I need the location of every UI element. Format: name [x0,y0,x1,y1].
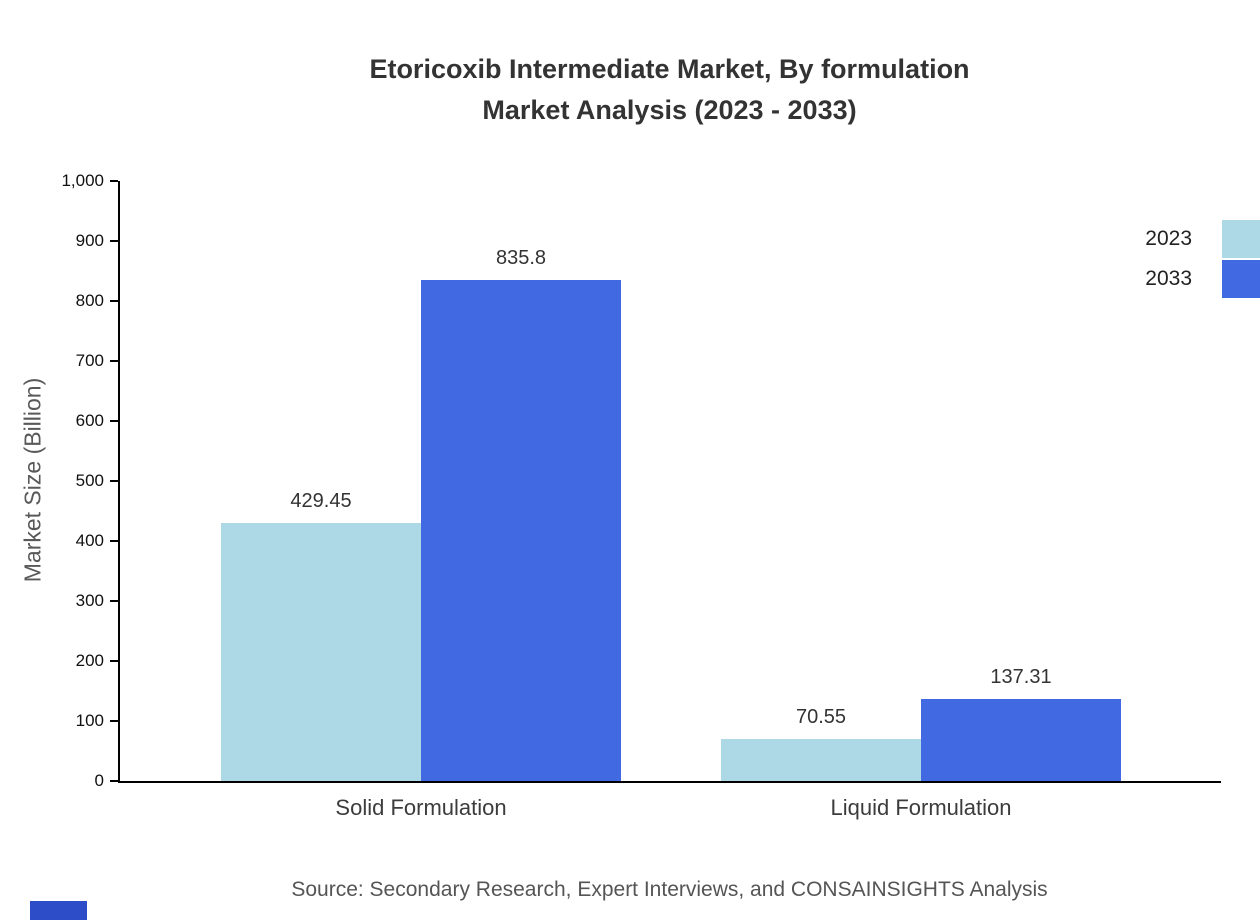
chart-title-line2: Market Analysis (2023 - 2033) [482,95,857,125]
y-tick-label: 0 [94,771,104,790]
bar-value-label: 835.8 [495,246,547,269]
x-category-label: Solid Formulation [335,795,507,820]
y-tick-label: 700 [75,351,104,370]
y-tick-mark [110,480,118,482]
y-tick-mark [110,240,118,242]
y-tick-mark [110,600,118,602]
y-tick-mark [110,540,118,542]
y-tick-mark [110,720,118,722]
y-axis-title: Market Size (Billion) [19,377,46,583]
y-tick-mark [110,660,118,662]
plot-area: 0 100 200 300 400 500 600 700 800 900 1,000 429.45 7… [61,171,1221,820]
bar-2023-liquid-formulation [721,738,921,781]
y-tick-mark [110,360,118,362]
legend: 2023 2033 [1145,219,1260,299]
logo-mark [30,901,87,920]
bar-2033-solid-formulation [421,279,621,781]
legend-label: 2033 [1145,267,1192,290]
source-text: Source: Secondary Research, Expert Inter… [291,878,1048,901]
bar-value-label: 70.55 [795,705,847,728]
legend-swatch [1222,220,1260,258]
legend-swatch [1222,260,1260,298]
y-tick-label: 100 [75,711,104,730]
legend-label: 2023 [1145,227,1192,250]
chart-title: Etoricoxib Intermediate Market, By formu… [118,49,1221,131]
y-tick-mark [110,300,118,302]
y-tick-label: 300 [75,591,104,610]
chart-title-line1: Etoricoxib Intermediate Market, By formu… [369,54,970,84]
y-tick-mark [110,180,118,182]
y-tick-label: 600 [75,411,104,430]
bar-2023-solid-formulation [221,523,421,781]
bar-value-label: 137.31 [990,665,1052,688]
bar-value-label: 429.45 [290,490,352,513]
y-tick-mark [110,420,118,422]
y-tick-label: 1,000 [61,171,104,190]
y-tick-mark [110,780,118,782]
y-tick-label: 500 [75,471,104,490]
y-tick-label: 900 [75,231,104,250]
legend-item: 2023 [1145,219,1260,259]
bar-2033-liquid-formulation [921,698,1121,781]
y-tick-label: 200 [75,651,104,670]
x-category-label: Liquid Formulation [830,795,1012,820]
legend-item: 2033 [1145,259,1260,299]
y-tick-label: 400 [75,531,104,550]
y-tick-label: 800 [75,291,104,310]
